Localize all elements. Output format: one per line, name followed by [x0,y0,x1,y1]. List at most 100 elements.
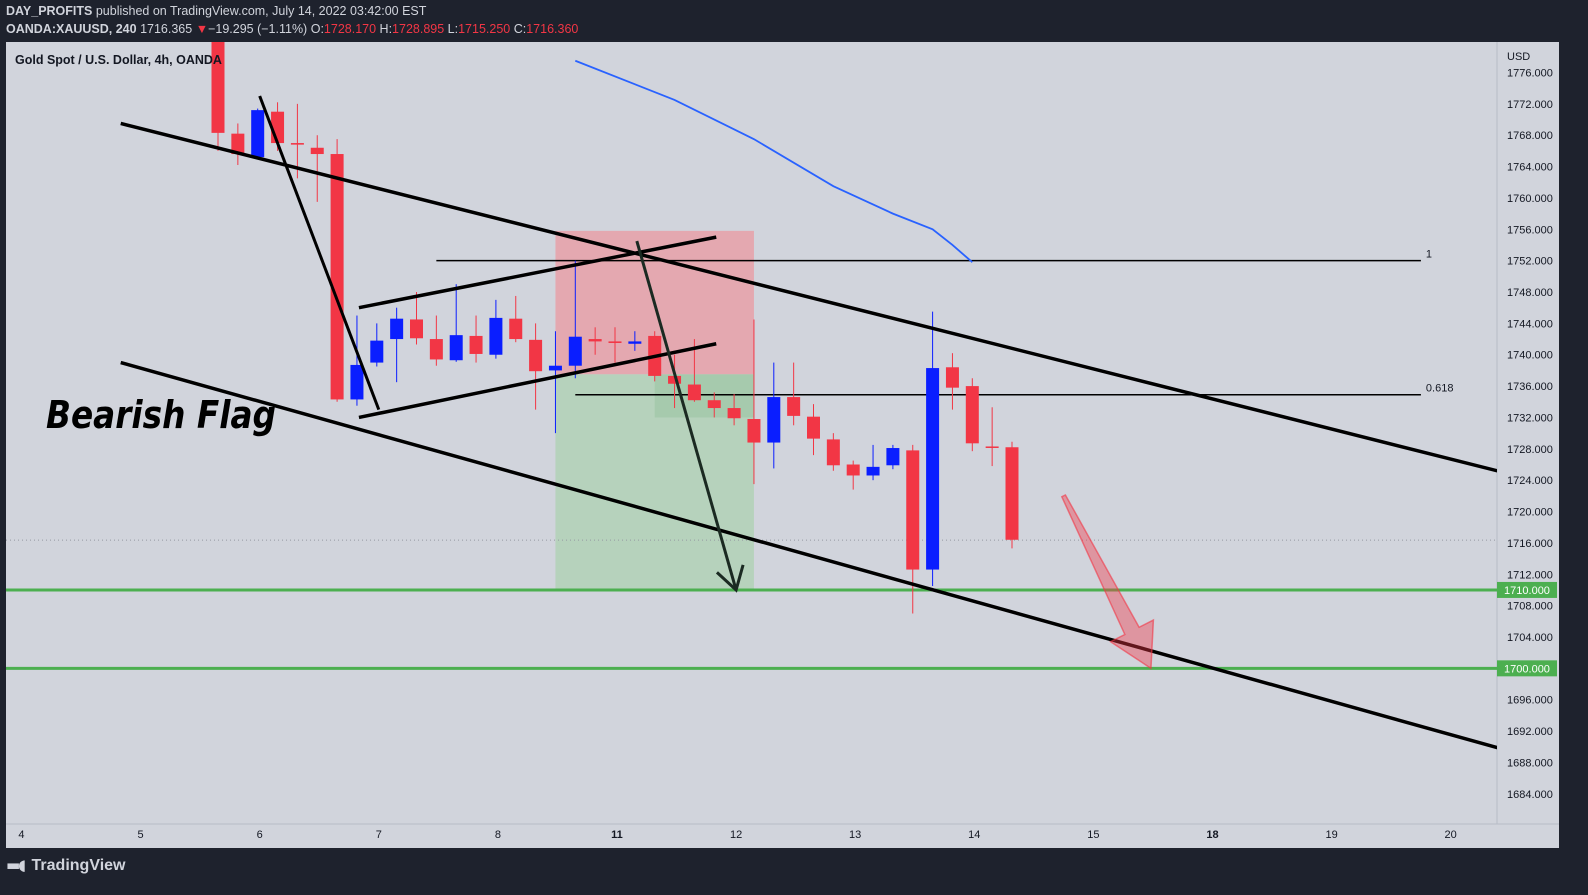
price-tick-label: 1740.000 [1507,350,1553,362]
candle-body [290,143,304,145]
fib-level-label-2: 0.618 [1426,383,1454,395]
flag-lower-line [358,342,717,420]
candle-body [846,464,860,476]
moving-average-line [574,59,973,263]
candle-body [767,397,781,443]
brand-label: TradingView [31,857,126,874]
time-tick-label: 11 [611,829,623,841]
last-price: 1716.365 [140,22,193,36]
time-tick-label: 18 [1206,829,1218,841]
time-tick-label: 19 [1325,829,1337,841]
candle-body [211,42,225,133]
price-tick-label: 1748.000 [1507,287,1553,299]
price-change: −19.295 (−1.11%) [208,22,308,36]
flag-upper-line [358,235,717,310]
candle-body [628,341,642,344]
price-ticks: 1776.000 1772.000 1768.000 1764.000 1760.000… [1497,68,1557,801]
candle-body [787,397,801,416]
tradingview-logo[interactable]: ▬◖ TradingView [6,856,125,875]
price-axis[interactable] [1497,42,1559,824]
price-tick-label: 1764.000 [1507,162,1553,174]
price-tick-label: 1728.000 [1507,444,1553,456]
candle-body [588,339,602,342]
price-tick-label: 1768.000 [1507,130,1553,142]
high-label: H: [379,22,393,36]
candle-body [608,341,622,343]
time-tick-label: 15 [1087,829,1099,841]
price-tick-label: 1708.000 [1507,601,1553,613]
candle-body [330,154,344,400]
candle-body [886,448,900,466]
flagpole-line [258,95,381,411]
candle-body [747,419,761,443]
support-price-tag-1 [1497,581,1557,598]
footer: ▬◖ TradingView [0,848,1588,895]
price-tick-label: 1712.000 [1507,569,1553,581]
price-chart[interactable]: 10.618 1776.0001772.0001768.0001764.0001… [0,0,1588,848]
candle-body [350,364,364,400]
price-tick-label: 1716.000 [1507,538,1553,550]
price-tick-label: 1724.000 [1507,475,1553,487]
candle-body [826,439,840,466]
time-tick-label: 7 [376,829,382,841]
ohlc-legend: OANDA:XAUUSD, 240 1716.365 ▼−19.295 (−1.… [6,22,578,36]
candle-body [429,339,443,360]
open-label: O: [310,22,324,36]
symbol-label: OANDA:XAUUSD, 240 [6,22,137,36]
support-price-label-2: 1700.000 [1504,663,1550,675]
close-value: 1716.360 [526,22,579,36]
time-tick-label: 4 [18,829,24,841]
candle-body [390,318,404,340]
candle-body [529,339,543,372]
support-price-tag-2 [1497,660,1557,677]
price-tick-label: 1704.000 [1507,632,1553,644]
tradingview-logo-icon: ▬◖ [6,856,26,874]
price-tick-label: 1732.000 [1507,412,1553,424]
candle-body [410,319,423,339]
candle-body [251,110,265,158]
publish-info: DAY_PROFITS published on TradingView.com… [6,4,426,18]
chart-title: Gold Spot / U.S. Dollar, 4h, OANDA [15,53,222,67]
candle-body [945,367,959,388]
price-tick-label: 1696.000 [1507,695,1553,707]
candle-body [727,408,741,419]
bearish-flag-annotation[interactable]: Bearish Flag [46,393,276,437]
candle-body [687,384,701,401]
candle-body [370,340,384,363]
time-axis[interactable] [6,824,1559,848]
bearish-hint-arrow [1060,493,1155,670]
candle-body [489,317,503,355]
price-tick-label: 1692.000 [1507,726,1553,738]
candle-body [707,400,721,409]
projection-arrow-head [715,564,745,593]
time-tick-label: 20 [1445,829,1457,841]
candle-body [509,318,523,340]
candle-body [926,368,940,570]
candle-body [906,450,920,570]
candle-body [985,446,999,448]
change-arrow-icon: ▼ [195,22,209,36]
published-text: published on TradingView.com, July 14, 2… [95,4,427,18]
support-price-label-1: 1710.000 [1504,585,1550,597]
candle-body [1005,447,1019,540]
close-label: C: [513,22,527,36]
price-tick-label: 1760.000 [1507,193,1553,205]
publisher-name[interactable]: DAY_PROFITS [6,4,93,18]
time-tick-label: 8 [495,829,501,841]
candle-body [310,147,324,155]
price-tick-label: 1688.000 [1507,757,1553,769]
time-ticks: 4 5 6 7 8 11 12 13 14 15 18 19 20 [18,829,1456,841]
candle-body [548,365,562,371]
drawings [120,95,1497,750]
price-tick-label: 1756.000 [1507,224,1553,236]
candle-body [866,466,880,476]
time-tick-label: 13 [849,829,861,841]
position-zones [555,230,754,590]
channel-line-upper [120,121,1497,473]
candle-body [965,386,979,444]
candles [211,42,1019,614]
candle-body [231,133,245,155]
currency-label: USD [1507,51,1530,63]
price-tick-label: 1752.000 [1507,256,1553,268]
time-tick-label: 12 [730,829,742,841]
